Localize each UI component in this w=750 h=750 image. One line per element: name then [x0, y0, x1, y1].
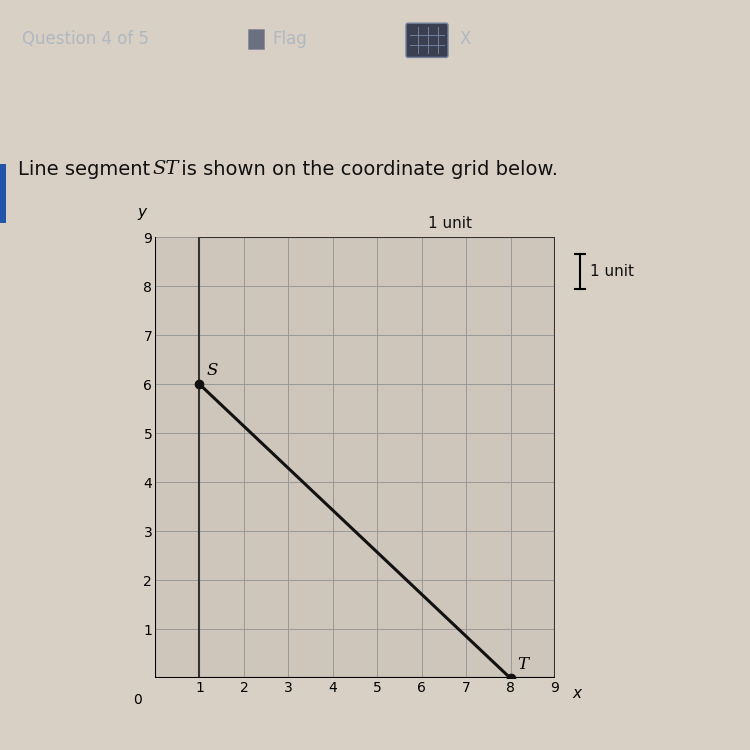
Text: y: y — [137, 205, 146, 220]
Bar — [200, 237, 555, 678]
Text: x: x — [573, 686, 582, 700]
Text: S: S — [206, 362, 218, 380]
Text: 1 unit: 1 unit — [590, 264, 634, 279]
Text: Line segment: Line segment — [18, 160, 156, 178]
Text: ST: ST — [152, 160, 178, 178]
Text: 1 unit: 1 unit — [428, 216, 472, 231]
FancyBboxPatch shape — [406, 23, 448, 58]
Bar — [0, 164, 6, 223]
Text: Flag: Flag — [272, 30, 307, 48]
Text: T: T — [518, 656, 528, 674]
Text: is shown on the coordinate grid below.: is shown on the coordinate grid below. — [175, 160, 558, 178]
Text: Question 4 of 5: Question 4 of 5 — [22, 30, 149, 48]
Text: 0: 0 — [133, 693, 142, 707]
Text: X: X — [460, 30, 471, 48]
FancyBboxPatch shape — [248, 29, 264, 50]
